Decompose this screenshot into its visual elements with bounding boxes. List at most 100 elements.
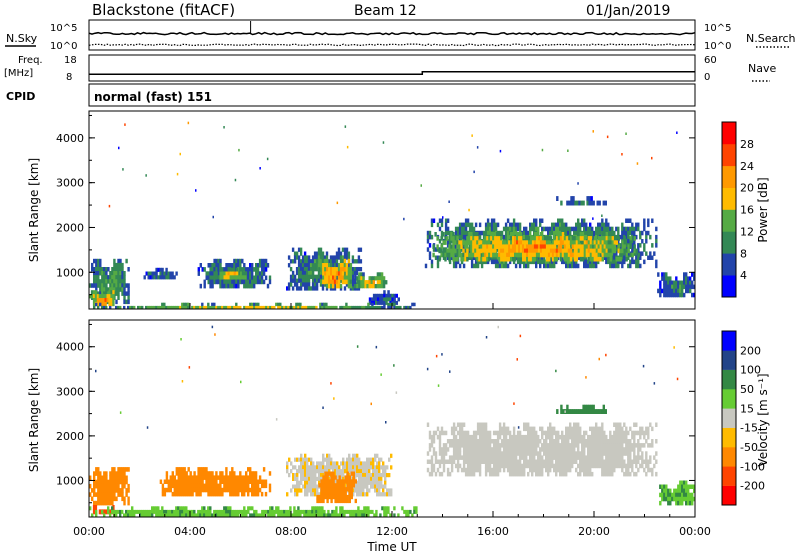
heat-cell	[239, 487, 242, 493]
heat-cell	[597, 459, 600, 464]
heat-cell	[229, 267, 233, 272]
heat-cell	[609, 430, 612, 436]
heat-cell	[581, 252, 585, 258]
heat-cell	[537, 443, 540, 448]
heat-cell	[432, 218, 436, 223]
heat-cell	[125, 475, 128, 481]
heat-cell	[587, 256, 591, 262]
heat-cell	[169, 271, 172, 276]
heat-cell	[348, 453, 351, 458]
heat-cell	[374, 473, 377, 478]
heat-cell	[588, 196, 591, 201]
heat-cell	[355, 267, 359, 272]
heat-cell	[201, 467, 204, 472]
heat-cell	[97, 258, 100, 264]
heat-cell	[514, 443, 518, 448]
heat-cell	[336, 461, 339, 466]
heat-cell	[547, 447, 550, 452]
heat-cell	[251, 275, 254, 281]
heat-cell	[397, 305, 400, 309]
heat-cell	[111, 267, 114, 272]
heat-cell	[500, 263, 504, 269]
heat-cell	[434, 455, 438, 460]
heat-cell	[577, 451, 580, 456]
heat-cell	[308, 484, 311, 489]
heat-cell	[335, 305, 338, 309]
heat-cell	[448, 471, 452, 477]
heat-cell	[364, 469, 367, 474]
heat-cell	[506, 230, 510, 236]
freq-label: Freq.	[18, 55, 43, 66]
heat-cell	[354, 469, 357, 474]
heat-cell	[356, 461, 359, 466]
heat-cell	[225, 483, 228, 489]
heat-cell	[578, 200, 581, 206]
heat-cell	[213, 263, 216, 268]
heat-cell	[434, 451, 438, 456]
heat-cell	[450, 463, 454, 469]
heat-cell	[611, 251, 614, 256]
heat-cell	[452, 451, 456, 456]
heat-cell	[581, 451, 584, 456]
heat-cell	[237, 475, 240, 480]
heat-cell	[317, 251, 321, 256]
heat-cell	[338, 469, 341, 474]
heat-cell	[108, 509, 111, 515]
heat-cell	[490, 218, 494, 223]
heat-cell	[466, 471, 470, 477]
heat-cell	[205, 305, 208, 309]
heat-cell	[199, 471, 202, 476]
heat-cell	[181, 479, 184, 484]
heat-cell	[525, 443, 528, 448]
heat-cell	[305, 270, 309, 276]
heat-cell	[543, 244, 547, 249]
heat-cell	[446, 447, 450, 452]
heat-cell	[442, 455, 446, 460]
heat-cell	[110, 298, 113, 303]
heat-cell	[107, 492, 110, 497]
heat-cell	[113, 258, 116, 264]
heat-cell	[359, 259, 363, 264]
heat-cell	[639, 255, 642, 260]
heat-cell	[313, 305, 316, 309]
heat-cell	[508, 244, 511, 249]
heat-cell	[231, 475, 234, 480]
heat-cell	[539, 439, 542, 444]
heat-cell	[588, 409, 591, 414]
heat-cell	[237, 267, 240, 272]
heat-cell	[302, 476, 305, 481]
heat-cell	[309, 270, 313, 276]
heat-cell	[98, 509, 101, 515]
heat-cell	[374, 488, 377, 493]
heat-cell	[502, 259, 506, 265]
heat-cell	[649, 255, 652, 260]
heat-cell	[319, 247, 323, 252]
heat-cell	[525, 447, 528, 452]
heat-cell	[597, 259, 600, 265]
heat-cell	[681, 500, 684, 506]
heat-cell	[486, 430, 490, 436]
heat-cell	[567, 451, 570, 456]
heat-cell	[382, 469, 385, 474]
heat-cell	[323, 282, 327, 287]
heat-cell	[93, 279, 96, 284]
heat-cell	[213, 271, 216, 276]
heat-cell	[492, 430, 496, 436]
heat-cell	[641, 459, 644, 464]
heat-cell	[470, 255, 474, 260]
heat-cell	[239, 475, 242, 480]
heat-cell	[181, 467, 184, 472]
heat-cell	[434, 232, 437, 237]
heat-cell	[292, 473, 295, 478]
heat-cell	[340, 461, 343, 466]
heat-cell	[350, 465, 353, 470]
heat-cell	[611, 255, 614, 260]
heat-cell	[561, 252, 565, 258]
heat-cell	[561, 248, 565, 254]
heat-cell	[175, 487, 178, 493]
heat-cell	[430, 222, 434, 228]
heat-cell	[585, 244, 589, 249]
heat-cell	[354, 272, 357, 277]
heat-cell	[293, 274, 297, 279]
heat-cell	[625, 451, 628, 456]
